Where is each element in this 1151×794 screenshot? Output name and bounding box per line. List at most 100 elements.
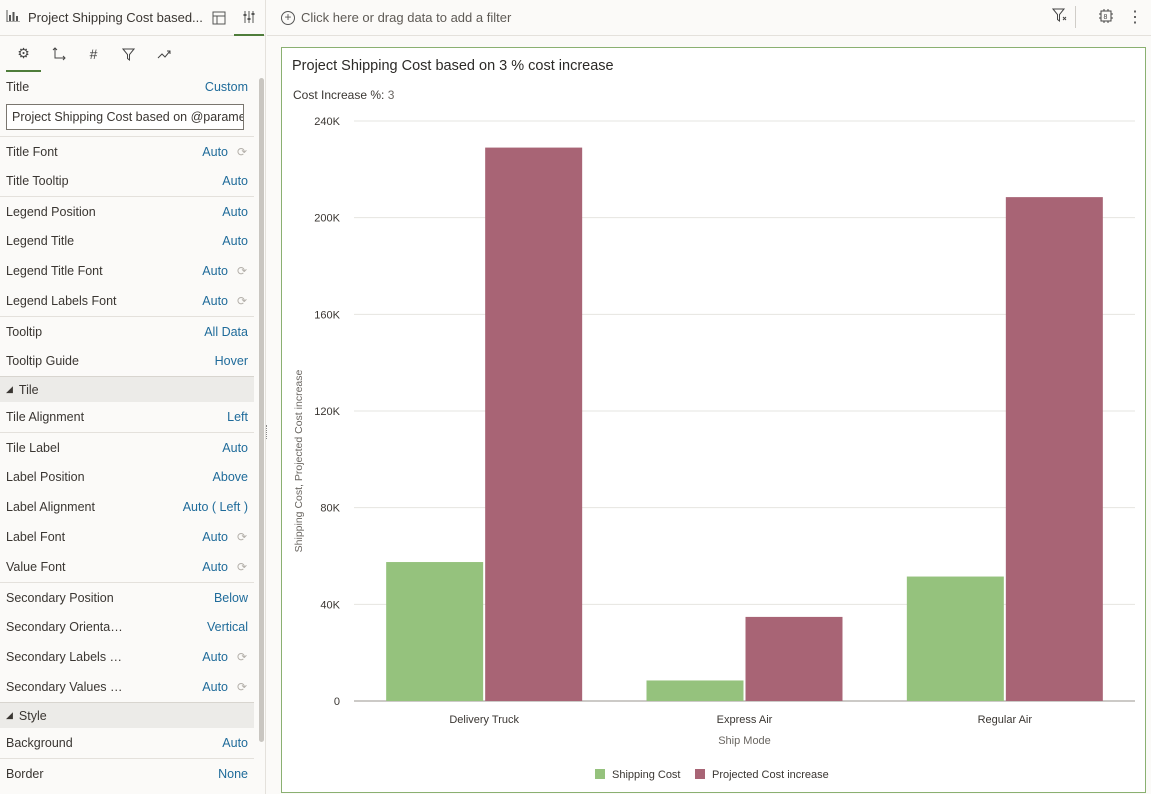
reset-icon[interactable]: ⟳	[236, 680, 248, 694]
axis-tab-icon[interactable]	[41, 36, 76, 72]
prop-label: Legend Position	[6, 204, 96, 219]
prop-value[interactable]: Auto ⟳	[202, 294, 248, 308]
bar-chart[interactable]: 0 40K 80K 120K 160K 200K 240K Delivery Truck Exp…	[282, 48, 1145, 792]
filters-tab-funnel-icon[interactable]	[111, 36, 146, 72]
prop-row[interactable]: Secondary Values … Auto ⟳	[0, 672, 254, 702]
prop-row[interactable]: Tile Label Auto	[0, 432, 254, 462]
prop-value[interactable]: Auto ⟳	[202, 144, 248, 159]
prop-label: Secondary Values …	[6, 680, 123, 694]
prop-row-title[interactable]: Title Custom	[0, 72, 254, 102]
panel-scrollbar[interactable]	[259, 78, 264, 742]
prop-row[interactable]: Legend Labels Font Auto ⟳	[0, 286, 254, 316]
prop-label: Background	[6, 736, 73, 750]
prop-label: Legend Labels Font	[6, 294, 117, 308]
values-tab-hash-icon[interactable]: #	[89, 46, 98, 62]
prop-label: Legend Title	[6, 234, 75, 248]
prop-label: Tooltip	[6, 324, 43, 339]
prop-value[interactable]: Above	[212, 470, 248, 484]
prop-row[interactable]: Title Tooltip Auto	[0, 166, 254, 196]
prop-value[interactable]: Auto ⟳	[202, 560, 248, 574]
prop-row[interactable]: Tooltip All Data	[0, 316, 254, 346]
prop-value[interactable]: None	[218, 766, 248, 781]
viz-title-label: Project Shipping Cost based...	[28, 10, 203, 25]
prop-value[interactable]: Auto	[222, 204, 248, 219]
chart-title: Project Shipping Cost based on 3 % cost …	[292, 58, 614, 74]
prop-value[interactable]: Auto ⟳	[202, 530, 248, 544]
prop-row[interactable]: Legend Title Font Auto ⟳	[0, 256, 254, 286]
prop-value[interactable]: Below	[213, 590, 248, 605]
visualization-canvas[interactable]: Project Shipping Cost based on 3 % cost …	[281, 47, 1146, 793]
prop-value[interactable]: All Data	[204, 324, 248, 339]
prop-row[interactable]: Tooltip Guide Hover	[0, 346, 254, 376]
y-tick-label: 40K	[320, 599, 340, 611]
y-tick-label: 80K	[320, 503, 340, 515]
prop-row[interactable]: Label Alignment Auto ( Left )	[0, 492, 254, 522]
panel-resize-handle[interactable]	[266, 425, 269, 439]
bar-shipping-cost[interactable]	[906, 576, 1004, 701]
prop-row[interactable]: Value Font Auto ⟳	[0, 552, 254, 582]
prop-value[interactable]: Auto	[222, 736, 248, 750]
x-tick-label: Express Air	[717, 714, 773, 726]
bar-projected-cost[interactable]	[485, 147, 583, 701]
prop-label: Legend Title Font	[6, 264, 103, 278]
filter-settings-icon[interactable]	[1051, 8, 1067, 26]
add-filter-plus-icon[interactable]: +	[281, 10, 295, 25]
reset-icon[interactable]: ⟳	[236, 144, 248, 159]
prop-value[interactable]: Auto	[222, 440, 248, 455]
prop-value[interactable]: Auto ⟳	[202, 680, 248, 694]
filter-bar: + Click here or drag data to add a filte…	[267, 0, 1151, 36]
prop-value[interactable]: Custom	[204, 80, 248, 94]
bar-projected-cost[interactable]	[745, 616, 843, 701]
prop-row[interactable]: Legend Title Auto	[0, 226, 254, 256]
prop-row[interactable]: Secondary Labels … Auto ⟳	[0, 642, 254, 672]
reset-icon[interactable]: ⟳	[236, 294, 248, 308]
reset-icon[interactable]: ⟳	[236, 264, 248, 278]
prop-row[interactable]: Background Auto	[0, 728, 254, 758]
section-style[interactable]: ◢ Style	[0, 702, 254, 728]
section-tile[interactable]: ◢ Tile	[0, 376, 254, 402]
prop-row[interactable]: Title Font Auto ⟳	[0, 136, 254, 166]
reset-icon[interactable]: ⟳	[236, 560, 248, 574]
panel-header: Project Shipping Cost based...	[0, 0, 265, 36]
prop-value[interactable]: Hover	[214, 354, 248, 368]
general-tab-gear-icon[interactable]: ⚙	[6, 36, 41, 72]
prop-value[interactable]: Vertical	[207, 620, 248, 634]
prop-label: Title Font	[6, 144, 58, 159]
prop-value[interactable]: Auto ⟳	[202, 650, 248, 664]
svg-text:8: 8	[1104, 14, 1108, 21]
prop-row[interactable]: Secondary Position Below	[0, 582, 254, 612]
bar-projected-cost[interactable]	[1005, 197, 1103, 701]
auto-apply-icon[interactable]: 8	[1098, 8, 1114, 28]
prop-label: Secondary Labels …	[6, 650, 123, 664]
reset-icon[interactable]: ⟳	[236, 530, 248, 544]
prop-value[interactable]: Auto	[222, 234, 248, 248]
prop-value[interactable]: Auto ⟳	[202, 264, 248, 278]
prop-value[interactable]: Auto	[222, 174, 248, 188]
grammar-panel-icon[interactable]	[204, 0, 234, 36]
prop-value[interactable]: Left	[227, 410, 248, 424]
more-menu-icon[interactable]: ⋮	[1127, 9, 1143, 26]
prop-label: Secondary Orienta…	[6, 620, 123, 634]
prop-value[interactable]: Auto ( Left )	[182, 500, 248, 514]
y-axis-label: Shipping Cost, Projected Cost increase	[293, 370, 305, 553]
prop-row[interactable]: Label Position Above	[0, 462, 254, 492]
legend-label: Projected Cost increase	[712, 769, 829, 781]
filter-placeholder[interactable]: Click here or drag data to add a filter	[301, 10, 512, 25]
toolbar-divider	[1075, 6, 1076, 28]
bar-shipping-cost[interactable]	[646, 680, 744, 701]
analytics-tab-trend-icon[interactable]	[146, 36, 181, 72]
prop-row[interactable]: Label Font Auto ⟳	[0, 522, 254, 552]
legend-swatch	[695, 769, 705, 779]
prop-row[interactable]: Legend Position Auto	[0, 196, 254, 226]
bar-shipping-cost[interactable]	[386, 562, 484, 701]
prop-label: Tooltip Guide	[6, 354, 79, 368]
properties-panel: Project Shipping Cost based... ⚙ # Title…	[0, 0, 266, 794]
reset-icon[interactable]: ⟳	[236, 650, 248, 664]
prop-row[interactable]: Tile Alignment Left	[0, 402, 254, 432]
property-tabs: ⚙ #	[0, 36, 265, 72]
title-input[interactable]: Project Shipping Cost based on @paramete…	[6, 104, 244, 130]
prop-row[interactable]: Secondary Orienta… Vertical	[0, 612, 254, 642]
properties-panel-icon[interactable]	[234, 0, 264, 36]
prop-label: Secondary Position	[6, 590, 114, 605]
prop-row[interactable]: Border None	[0, 758, 254, 788]
